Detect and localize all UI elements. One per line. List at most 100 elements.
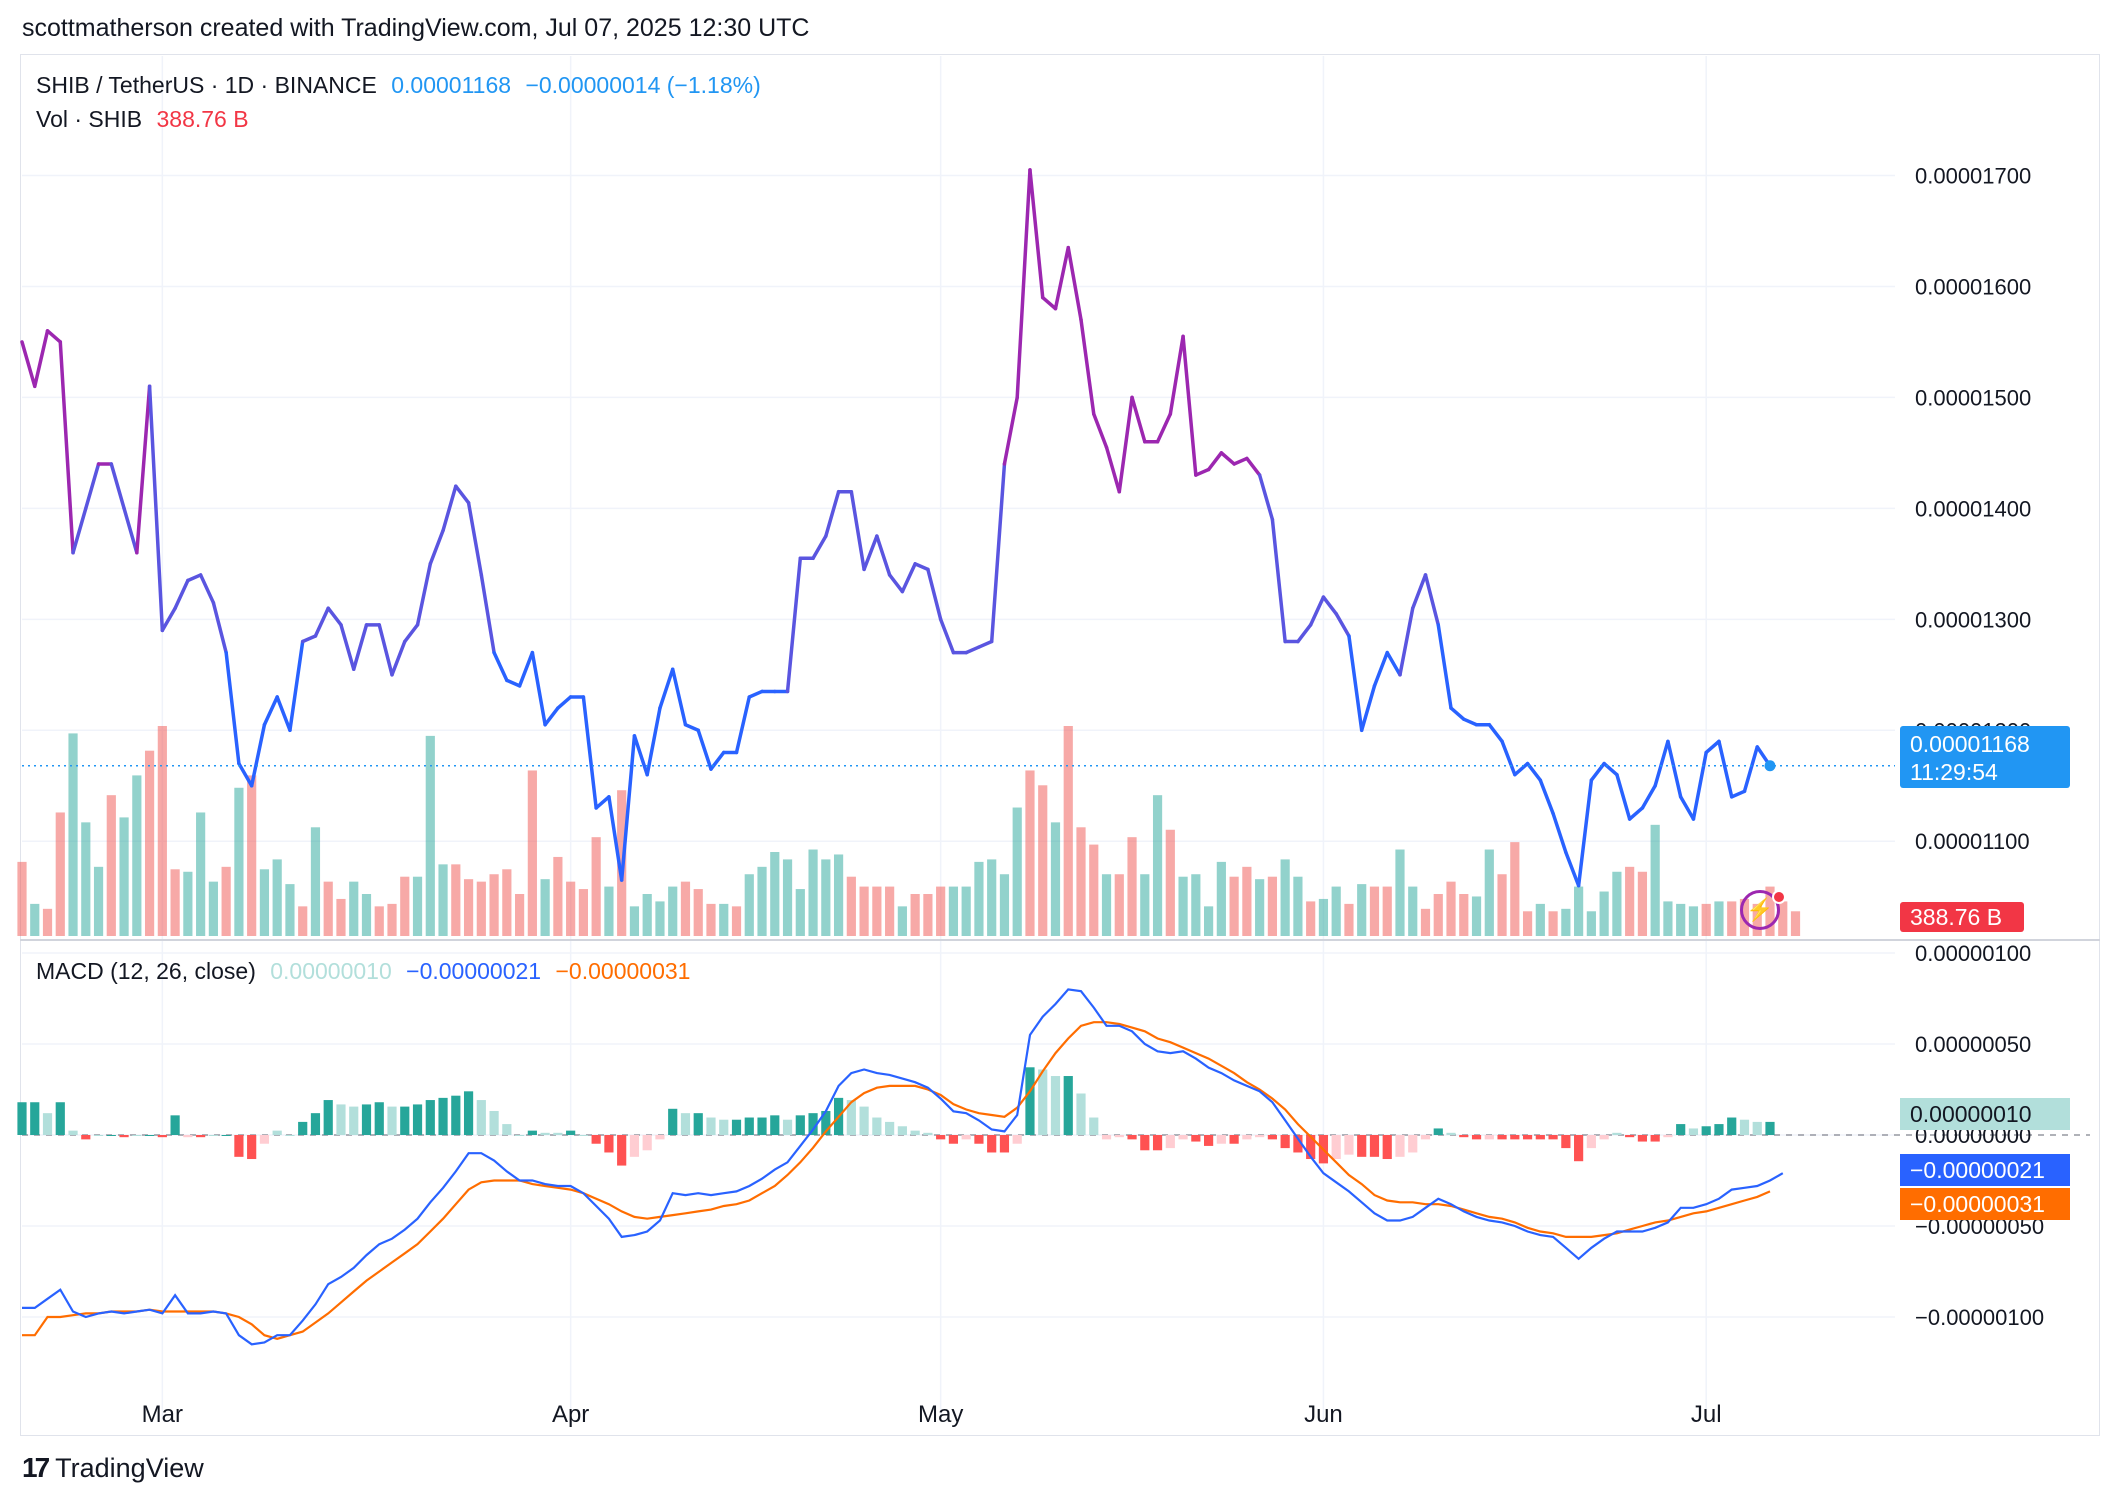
- volume-bar: [259, 869, 270, 936]
- volume-title: Vol · SHIB: [36, 106, 143, 132]
- price-segment: [339, 623, 356, 671]
- price-segment: [173, 578, 190, 610]
- volume-bar: [1191, 874, 1201, 936]
- macd-tick-label: 0.00000100: [1915, 941, 2031, 966]
- histogram-bar: [1038, 1069, 1048, 1135]
- volume-badge: 388.76 B: [1900, 902, 2024, 932]
- histogram-bar: [668, 1108, 678, 1135]
- price-segment: [147, 384, 165, 633]
- macd-line: [22, 988, 1784, 1346]
- price-tick-label: 0.00001100: [1915, 829, 2030, 854]
- volume-bar: [808, 849, 818, 936]
- volume-legend[interactable]: Vol · SHIB 388.76 B: [36, 106, 257, 133]
- macd-line-value: −0.00000021: [406, 958, 542, 984]
- histogram-bar: [1191, 1135, 1201, 1142]
- price-line-group: [20, 168, 1895, 888]
- price-segment: [875, 534, 892, 577]
- histogram-bar: [157, 1135, 167, 1138]
- volume-bar: [1676, 903, 1686, 936]
- histogram-bar: [68, 1130, 78, 1135]
- price-segment: [1028, 168, 1045, 300]
- price-segment: [505, 678, 522, 688]
- notification-dot-icon: [1772, 890, 1786, 904]
- histogram-bar: [1676, 1124, 1686, 1135]
- histogram-bar: [1280, 1135, 1290, 1149]
- histogram-bar: [961, 1135, 971, 1140]
- price-segment: [645, 706, 662, 777]
- volume-bar: [527, 770, 537, 936]
- histogram-bar: [387, 1106, 397, 1135]
- volume-bar: [374, 906, 384, 936]
- volume-bar: [81, 822, 91, 936]
- price-segment: [1742, 745, 1759, 794]
- volume-bar: [1471, 896, 1482, 936]
- volume-bar: [1497, 874, 1507, 936]
- volume-bar: [1369, 886, 1380, 936]
- histogram-bar: [489, 1110, 499, 1135]
- price-segment: [1092, 412, 1109, 450]
- macd-legend[interactable]: MACD (12, 26, close) 0.00000010 −0.00000…: [36, 958, 698, 985]
- volume-bar: [1101, 874, 1112, 936]
- price-segment: [1308, 595, 1326, 627]
- price-segment: [900, 562, 917, 594]
- volume-bar: [489, 874, 499, 936]
- histogram-bar: [1127, 1135, 1137, 1140]
- price-segment: [1398, 606, 1415, 677]
- price-segment: [1564, 850, 1581, 888]
- volume-bar: [1076, 827, 1086, 936]
- price-segment: [224, 650, 241, 766]
- volume-bar: [1688, 906, 1699, 936]
- month-tick-label: Jul: [1691, 1401, 1722, 1428]
- volume-bar: [987, 859, 997, 936]
- histogram-bar: [693, 1113, 703, 1135]
- volume-bar: [438, 864, 448, 936]
- volume-bar: [1318, 898, 1329, 936]
- price-segment: [1423, 573, 1441, 627]
- price-segment: [71, 506, 88, 555]
- histogram-bar: [272, 1130, 282, 1135]
- macd-signal-value: −0.00000031: [555, 958, 691, 984]
- tradingview-mark-icon: 17: [22, 1452, 50, 1483]
- price-segment: [1410, 573, 1428, 610]
- histogram-bar: [425, 1100, 435, 1135]
- histogram-bar: [361, 1104, 372, 1135]
- volume-bar: [578, 889, 588, 936]
- price-segment: [1627, 806, 1645, 821]
- price-tick-label: 0.00001700: [1915, 163, 2031, 188]
- histogram-bar: [1152, 1135, 1163, 1151]
- volume-bar: [1714, 901, 1724, 936]
- volume-bar: [936, 886, 946, 936]
- histogram-bar: [553, 1132, 563, 1135]
- price-segment: [1296, 623, 1313, 644]
- volume-bar: [1012, 807, 1022, 936]
- volume-bar: [1727, 901, 1737, 936]
- macd-tick-label: −0.00000100: [1915, 1305, 2044, 1330]
- volume-bar: [1242, 866, 1252, 936]
- histogram-bar: [119, 1135, 129, 1138]
- volume-bar: [502, 869, 512, 936]
- histogram-bar: [81, 1135, 91, 1140]
- tradingview-logo[interactable]: 17 TradingView: [22, 1452, 204, 1484]
- price-segment: [415, 562, 433, 627]
- volume-bar: [1420, 908, 1431, 936]
- price-segment: [658, 667, 675, 710]
- histogram-bar: [1714, 1124, 1724, 1135]
- price-segment: [1551, 811, 1568, 855]
- flash-icon[interactable]: ⚡: [1740, 890, 1780, 930]
- price-segment: [1666, 739, 1683, 799]
- volume-bar: [119, 817, 129, 936]
- volume-bar: [1395, 849, 1405, 936]
- volume-bar: [463, 879, 474, 936]
- price-segment: [1002, 395, 1019, 466]
- price-segment: [1245, 456, 1262, 477]
- price-segment: [109, 462, 126, 511]
- volume-bar: [1267, 876, 1277, 936]
- histogram-bar: [1395, 1135, 1405, 1157]
- chart-frame: [20, 54, 2100, 1436]
- price-segment: [326, 606, 343, 627]
- volume-bar: [387, 903, 397, 936]
- price-segment: [351, 623, 369, 671]
- histogram-bar: [1484, 1135, 1494, 1140]
- symbol-legend[interactable]: SHIB / TetherUS · 1D · BINANCE 0.0000116…: [36, 72, 769, 99]
